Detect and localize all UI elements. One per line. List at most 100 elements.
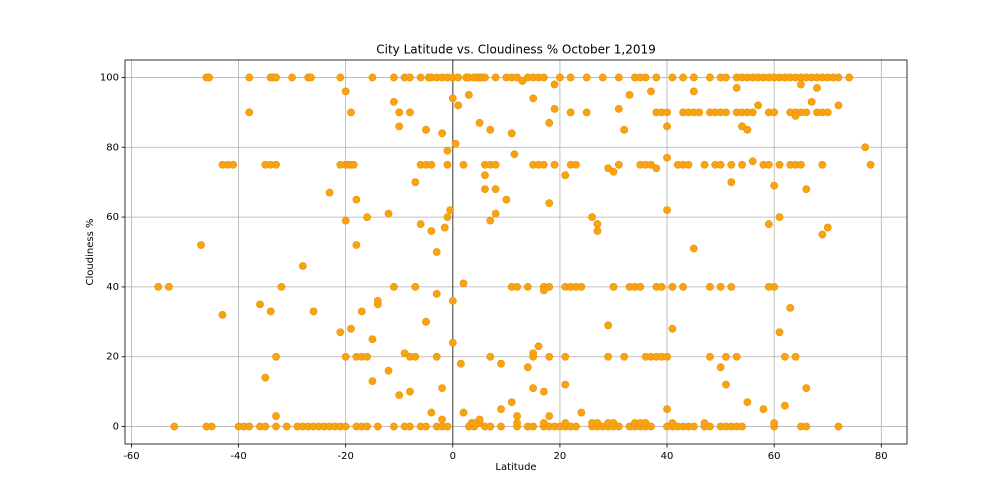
point (647, 422, 655, 431)
point (764, 220, 773, 228)
point (614, 160, 623, 169)
point (288, 73, 297, 82)
point (245, 73, 254, 82)
point (513, 412, 521, 420)
point (722, 108, 730, 117)
point (523, 283, 532, 291)
point (732, 84, 741, 92)
point (834, 73, 843, 82)
point (641, 73, 650, 82)
x-tick-label: -20 (338, 451, 354, 462)
point (363, 213, 371, 221)
point (347, 108, 355, 117)
point (451, 139, 460, 148)
point (797, 80, 805, 89)
point (797, 160, 805, 169)
point (582, 73, 591, 82)
x-tick-label: 80 (875, 451, 888, 462)
point (502, 195, 511, 204)
point (593, 220, 602, 228)
point (446, 206, 455, 215)
point (764, 160, 773, 169)
x-tick-label: 40 (661, 451, 674, 462)
point (732, 352, 741, 361)
point (539, 286, 548, 295)
point (727, 160, 736, 169)
point (395, 108, 404, 117)
point (154, 283, 163, 291)
point (566, 108, 575, 117)
point (625, 91, 634, 99)
point (577, 408, 586, 417)
point (802, 108, 811, 117)
point (510, 150, 519, 159)
point (545, 412, 554, 420)
point (170, 422, 179, 431)
point (207, 422, 216, 431)
point (384, 366, 393, 375)
point (561, 171, 570, 180)
point (663, 122, 671, 131)
point (834, 101, 843, 110)
point (743, 398, 752, 407)
x-tick-label: -60 (123, 451, 139, 462)
point (454, 101, 463, 110)
point (823, 108, 832, 117)
point (443, 213, 452, 221)
x-tick-label: 60 (768, 451, 781, 462)
point (438, 129, 446, 138)
point (411, 283, 420, 291)
point (357, 307, 366, 316)
point (663, 405, 671, 413)
point (668, 283, 677, 291)
point (689, 87, 698, 96)
point (513, 419, 521, 427)
point (609, 167, 618, 176)
point (440, 223, 449, 232)
point (475, 415, 484, 424)
point (861, 143, 870, 152)
point (341, 422, 350, 431)
point (389, 422, 398, 431)
point (272, 412, 280, 420)
point (454, 73, 463, 82)
point (459, 279, 468, 288)
point (497, 422, 505, 431)
x-tick-label: -40 (230, 451, 246, 462)
point (513, 73, 521, 82)
point (443, 160, 452, 169)
point (427, 408, 436, 417)
point (845, 73, 854, 82)
point (427, 227, 436, 235)
point (459, 160, 468, 169)
point (780, 401, 789, 410)
point (443, 146, 452, 155)
point (770, 419, 779, 427)
point (389, 73, 398, 82)
point (668, 73, 677, 82)
point (657, 283, 666, 291)
point (727, 283, 736, 291)
point (609, 283, 618, 291)
point (834, 422, 843, 431)
point (545, 283, 554, 291)
point (395, 122, 404, 131)
point (556, 73, 564, 82)
point (368, 73, 377, 82)
point (406, 422, 414, 431)
point (272, 422, 280, 431)
point (272, 73, 280, 82)
y-tick-label: 0 (113, 422, 119, 433)
point (802, 185, 811, 194)
point (349, 160, 358, 169)
point (432, 248, 441, 256)
point (539, 73, 548, 82)
point (282, 422, 291, 431)
point (636, 283, 645, 291)
point (497, 405, 505, 413)
point (722, 380, 730, 389)
point (416, 73, 425, 82)
point (245, 422, 254, 431)
point (647, 87, 655, 96)
point (791, 352, 800, 361)
